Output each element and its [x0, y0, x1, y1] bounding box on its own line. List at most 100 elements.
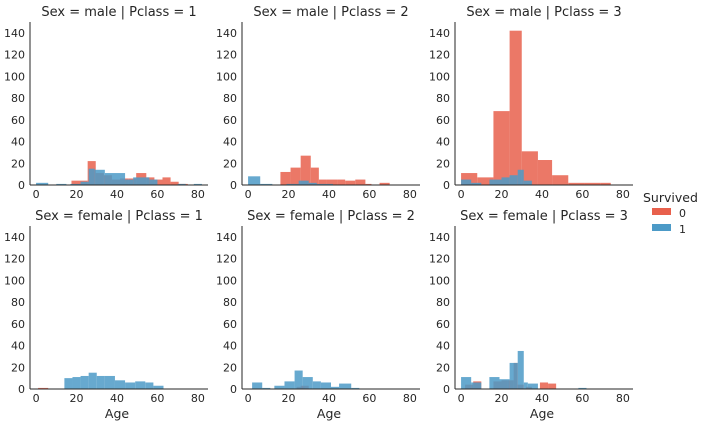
y-tick-label: 80 — [223, 296, 237, 309]
panel-title: Sex = male | Pclass = 3 — [466, 5, 621, 20]
y-tick-label: 100 — [216, 70, 237, 83]
histogram-bar-series-1-bin-1 — [260, 183, 273, 185]
y-tick-label: 100 — [4, 70, 25, 83]
x-axis-label: Age — [105, 406, 129, 421]
y-tick-label: 0 — [18, 383, 25, 396]
y-tick-label: 40 — [223, 340, 237, 353]
histogram-bar-series-1-bin-2 — [80, 375, 89, 389]
histogram-bar-series-1-bin-4 — [96, 375, 105, 389]
histogram-bar-series-1-bin-0 — [64, 378, 73, 389]
histogram-bar-series-1-bin-6 — [523, 180, 532, 185]
histogram-bar-series-1-bin-5 — [94, 169, 105, 185]
histogram-bar-series-1-bin-8 — [578, 387, 587, 389]
histogram-bar-series-0-bin-0 — [461, 173, 478, 185]
y-tick-label: 40 — [436, 136, 450, 149]
y-tick-label: 20 — [223, 361, 237, 374]
y-tick-label: 100 — [429, 274, 450, 287]
y-tick-label: 60 — [223, 114, 237, 127]
histogram-bar-series-1-bin-7 — [320, 382, 331, 389]
x-tick-label: 80 — [616, 392, 630, 405]
histogram-bar-series-0-bin-9 — [548, 383, 557, 389]
y-tick-label: 100 — [4, 274, 25, 287]
histogram-bar-series-0-bin-7 — [345, 180, 356, 185]
y-tick-label: 0 — [18, 179, 25, 192]
histogram-bar-series-1-bin-2 — [286, 183, 299, 185]
histogram-bar-series-1-bin-3 — [499, 379, 510, 389]
x-tick-label: 20 — [495, 392, 509, 405]
histogram-bar-series-0-bin-2 — [300, 155, 311, 185]
histogram-bar-series-1-bin-10 — [351, 387, 360, 389]
histogram-bar-series-1-bin-7 — [125, 382, 136, 389]
histogram-bar-series-1-bin-11 — [193, 183, 202, 185]
histogram-bar-series-0-bin-1 — [477, 177, 494, 185]
x-tick-label: 40 — [535, 392, 549, 405]
x-tick-label: 40 — [110, 188, 124, 201]
histogram-bar-series-1-bin-3 — [284, 381, 295, 389]
histogram-bar-series-1-bin-3 — [298, 180, 309, 185]
y-tick-label: 60 — [11, 114, 25, 127]
x-tick-label: 20 — [282, 188, 296, 201]
histogram-bar-series-1-bin-2 — [70, 183, 81, 185]
x-tick-label: 80 — [616, 188, 630, 201]
x-tick-label: 20 — [70, 188, 84, 201]
histogram-bar-series-0-bin-1 — [290, 167, 301, 185]
x-tick-label: 0 — [458, 188, 465, 201]
histogram-bar-series-1-bin-7 — [527, 383, 538, 389]
chart-panels: Sex = male | Pclass = 1 0 20 40 60 80 100 120 14… — [4, 5, 633, 421]
histogram-bar-series-0-bin-3 — [509, 30, 522, 185]
histogram-bar-series-0-bin-0 — [38, 387, 49, 389]
x-tick-label: 20 — [70, 392, 84, 405]
y-tick-label: 20 — [11, 157, 25, 170]
legend-title: Survived — [643, 190, 698, 205]
histogram-bar-series-1-bin-4 — [88, 168, 95, 185]
x-tick-label: 60 — [362, 392, 376, 405]
histogram-bar-series-0-bin-9 — [365, 183, 372, 185]
histogram-bar-series-0-bin-11 — [170, 181, 179, 185]
histogram-bar-series-1-bin-8 — [133, 177, 150, 185]
y-tick-label: 0 — [230, 383, 237, 396]
y-tick-label: 60 — [436, 114, 450, 127]
histogram-bar-series-0-bin-3 — [310, 167, 319, 185]
y-tick-label: 20 — [436, 157, 450, 170]
legend-label-1: 1 — [679, 223, 686, 236]
facet-panel-4: Sex = female | Pclass = 2 0 20 40 60 80 100 120… — [216, 209, 420, 421]
x-tick-label: 0 — [245, 392, 252, 405]
histogram-bar-series-0-bin-0 — [71, 180, 88, 185]
histogram-bar-series-1-bin-1 — [72, 377, 81, 389]
facet-panel-0: Sex = male | Pclass = 1 0 20 40 60 80 100 120 14… — [4, 5, 208, 201]
x-tick-label: 60 — [150, 188, 164, 201]
x-tick-label: 40 — [322, 188, 336, 201]
histogram-bar-series-1-bin-2 — [489, 377, 500, 389]
histogram-bar-series-1-bin-0 — [248, 176, 261, 185]
x-tick-label: 60 — [575, 188, 589, 201]
facet-panel-3: Sex = female | Pclass = 1 0 20 40 60 80 100 120… — [4, 209, 208, 421]
histogram-bar-series-1-bin-5 — [104, 375, 115, 389]
y-tick-label: 40 — [436, 340, 450, 353]
x-tick-label: 80 — [191, 188, 205, 201]
histogram-bar-series-0-bin-6 — [552, 175, 569, 185]
x-tick-label: 60 — [575, 392, 589, 405]
histogram-bar-series-1-bin-5 — [517, 350, 524, 389]
y-tick-label: 20 — [436, 361, 450, 374]
panel-title: Sex = female | Pclass = 1 — [35, 209, 203, 224]
histogram-bar-series-0-bin-5 — [537, 160, 553, 185]
y-tick-label: 100 — [216, 274, 237, 287]
histogram-bar-series-1-bin-1 — [471, 182, 482, 185]
y-tick-label: 0 — [230, 179, 237, 192]
y-tick-label: 60 — [11, 318, 25, 331]
y-tick-label: 120 — [4, 253, 25, 266]
histogram-bar-series-1-bin-9 — [145, 382, 154, 389]
histogram-bar-series-1-bin-0 — [252, 382, 263, 389]
histogram-bar-series-0-bin-10 — [379, 182, 390, 185]
histogram-bar-series-1-bin-3 — [501, 177, 510, 185]
histogram-bar-series-1-bin-7 — [125, 179, 134, 185]
y-tick-label: 120 — [216, 253, 237, 266]
panel-title: Sex = female | Pclass = 3 — [460, 209, 628, 224]
histogram-bar-series-0-bin-9 — [600, 182, 611, 185]
histogram-bar-series-1-bin-10 — [153, 385, 164, 389]
histogram-bar-series-0-bin-9 — [154, 179, 163, 185]
x-tick-label: 0 — [245, 188, 252, 201]
histogram-bar-series-1-bin-3 — [80, 181, 89, 185]
y-tick-label: 40 — [223, 136, 237, 149]
